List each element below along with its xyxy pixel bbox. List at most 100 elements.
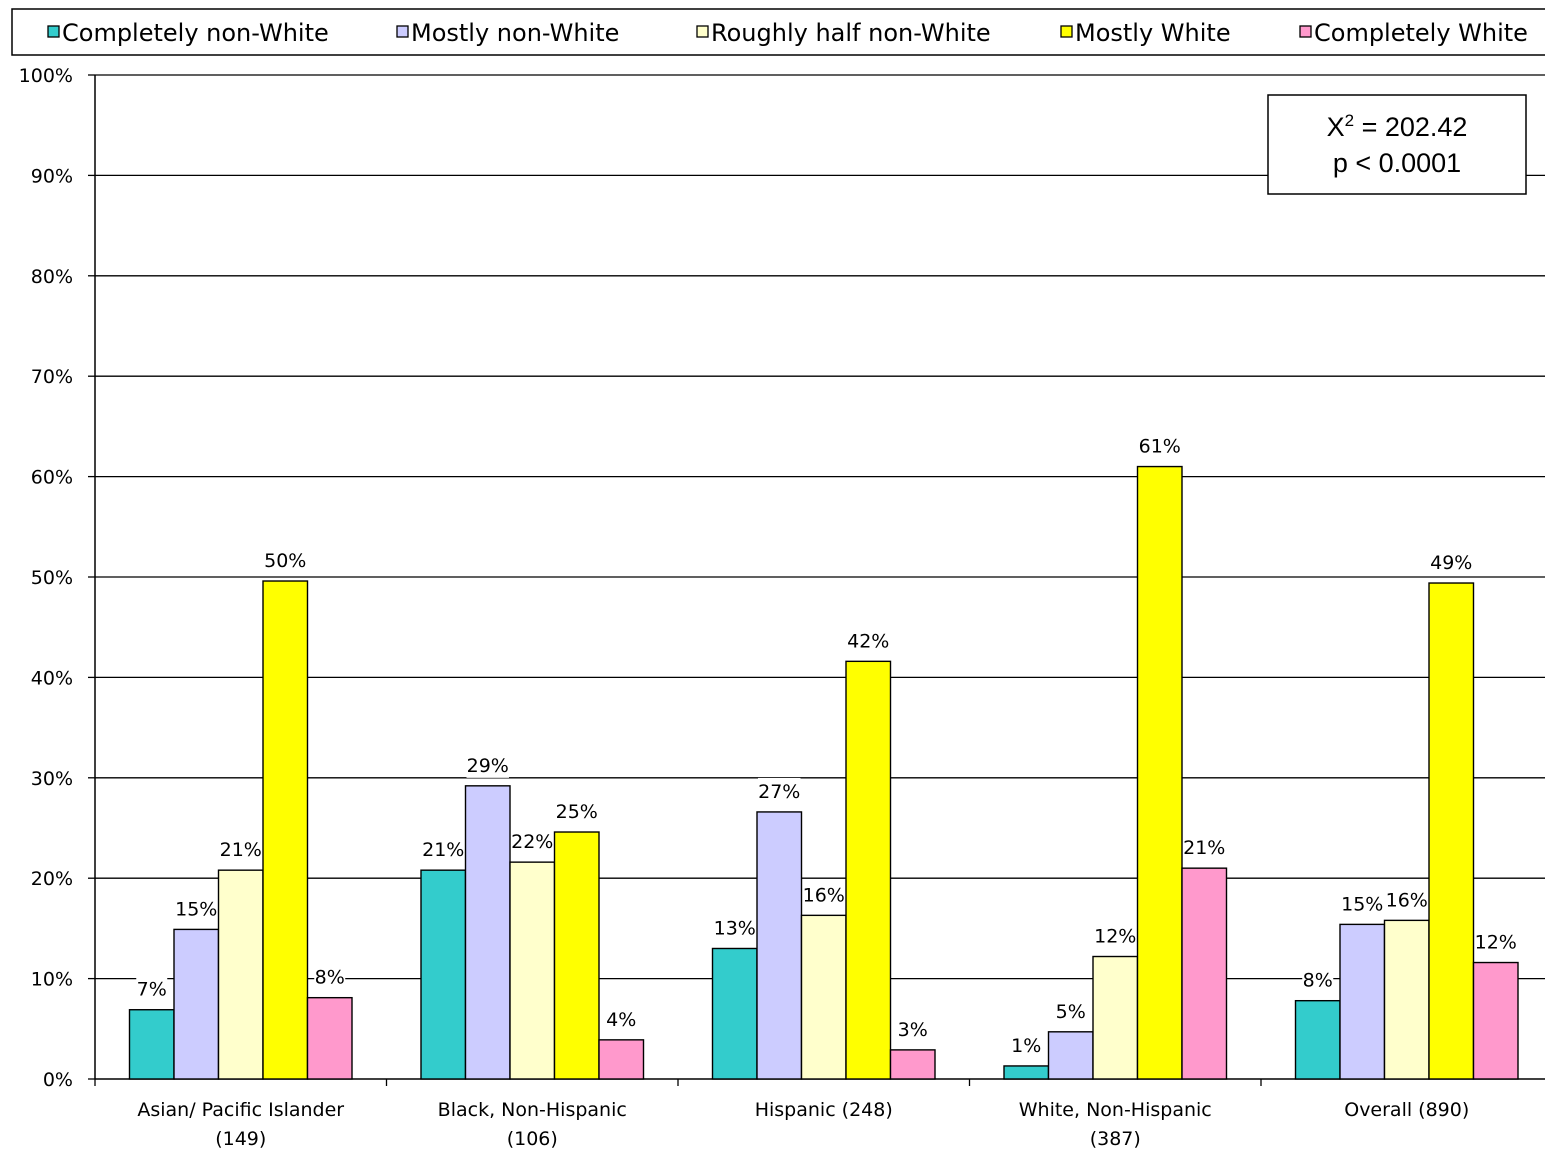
bar xyxy=(509,861,556,1080)
x-tick-label-line: Asian/ Pacific Islander xyxy=(137,1099,344,1121)
y-tick-label: 30% xyxy=(31,768,73,790)
bar xyxy=(217,869,264,1080)
y-tick-label: 50% xyxy=(31,567,73,589)
bar xyxy=(464,785,511,1080)
y-tick-label: 40% xyxy=(31,667,73,689)
x-tick-label-line: Hispanic (248) xyxy=(755,1099,893,1121)
y-tick-label: 70% xyxy=(31,366,73,388)
data-label-background xyxy=(1385,886,1428,913)
bar xyxy=(756,811,803,1080)
data-labels: 7% 21% 13% 1% 8% 15% 29% 27% 5% 15% 21% 22% 16% 12% 16… xyxy=(136,432,1517,1058)
legend-entry: Completely White xyxy=(1314,19,1528,47)
data-label: 21% xyxy=(422,839,464,861)
bar xyxy=(1294,999,1341,1080)
x-tick-label: Overall (890) xyxy=(1344,1099,1469,1121)
data-label: 42% xyxy=(847,630,889,652)
data-label: 12% xyxy=(1475,932,1517,954)
y-tick-label: 10% xyxy=(31,969,73,991)
data-label-background xyxy=(511,828,554,855)
bar xyxy=(845,660,892,1080)
x-tick-label-line: (387) xyxy=(1090,1128,1141,1150)
data-label-background xyxy=(1055,997,1087,1024)
bar xyxy=(711,947,758,1080)
data-label-background xyxy=(1341,890,1384,917)
chi-square-annotation: X2 = 202.42 p < 0.0001 xyxy=(1267,94,1527,195)
data-label: 15% xyxy=(1341,893,1383,915)
data-label-background xyxy=(422,836,465,863)
legend-box xyxy=(11,8,1545,56)
bar xyxy=(1181,867,1228,1080)
bar xyxy=(173,928,220,1080)
data-label-background xyxy=(1430,549,1473,576)
x-tick-label-line: (149) xyxy=(215,1128,266,1150)
legend-swatch xyxy=(696,25,709,38)
y-tick-label: 20% xyxy=(31,868,73,890)
data-label-background xyxy=(1094,922,1137,949)
chi-square-superscript: 2 xyxy=(1345,111,1354,130)
data-label: 8% xyxy=(315,967,345,989)
data-label-background xyxy=(1138,432,1181,459)
legend-swatch xyxy=(1060,25,1073,38)
chi-square-line: X2 = 202.42 xyxy=(1327,111,1468,142)
bar xyxy=(598,1039,645,1080)
y-tick-label: 60% xyxy=(31,467,73,489)
data-label-background xyxy=(897,1015,929,1042)
data-label: 22% xyxy=(511,831,553,853)
data-label-background xyxy=(758,777,801,804)
data-label: 15% xyxy=(175,898,217,920)
y-tick-label: 90% xyxy=(31,165,73,187)
x-tick-label-line: (106) xyxy=(507,1128,558,1150)
data-label-background xyxy=(466,751,509,778)
data-label: 16% xyxy=(803,884,845,906)
data-label: 1% xyxy=(1011,1035,1041,1057)
data-label-background xyxy=(605,1005,637,1032)
legend: Completely non-White Mostly non-White Roug… xyxy=(11,8,1545,56)
bar xyxy=(1472,961,1519,1080)
x-tick-label: Hispanic (248) xyxy=(755,1099,893,1121)
data-label-background xyxy=(136,975,168,1002)
x-tick-label-line: Black, Non-Hispanic xyxy=(438,1099,627,1121)
data-label-background xyxy=(802,881,845,908)
data-label-background xyxy=(1183,834,1226,861)
bar xyxy=(1383,919,1430,1080)
data-label-background xyxy=(1302,966,1334,993)
axes: 0% 10% 20% 30% 40% 50% 60% 70% 80% 90% 100% Asian/ … xyxy=(19,65,1545,1150)
data-label: 7% xyxy=(137,979,167,1001)
data-label-background xyxy=(555,798,598,825)
y-tick-label: 0% xyxy=(43,1069,73,1091)
legend-entry: Completely non-White xyxy=(62,19,329,47)
x-tick-label-line: Overall (890) xyxy=(1344,1099,1469,1121)
legend-swatch xyxy=(396,25,409,38)
y-tick-label: 80% xyxy=(31,266,73,288)
y-tick-label: 100% xyxy=(19,65,73,87)
bar xyxy=(1003,1065,1050,1080)
data-label-background xyxy=(847,627,890,654)
bar xyxy=(1047,1031,1094,1080)
data-label: 29% xyxy=(467,755,509,777)
data-label: 16% xyxy=(1386,889,1428,911)
data-label: 21% xyxy=(220,839,262,861)
data-label: 27% xyxy=(758,781,800,803)
data-label: 50% xyxy=(264,550,306,572)
p-value-line: p < 0.0001 xyxy=(1333,148,1461,178)
data-label-background xyxy=(1474,928,1517,955)
data-label: 13% xyxy=(714,917,756,939)
bar xyxy=(420,869,467,1080)
x-tick-label: Asian/ Pacific Islander (149) xyxy=(137,1099,344,1150)
legend-entry: Mostly non-White xyxy=(411,19,619,47)
x-tick-label: White, Non-Hispanic (387) xyxy=(1019,1099,1212,1150)
chi-square-value: = 202.42 xyxy=(1354,112,1467,142)
legend-entry: Roughly half non-White xyxy=(711,19,991,47)
legend-swatch xyxy=(47,25,60,38)
legend-entry: Mostly White xyxy=(1075,19,1231,47)
data-label-background xyxy=(713,914,756,941)
data-label: 5% xyxy=(1056,1001,1086,1023)
data-label: 4% xyxy=(606,1009,636,1031)
bar xyxy=(553,831,600,1080)
data-label: 12% xyxy=(1094,926,1136,948)
data-label-background xyxy=(1010,1031,1042,1058)
data-label-background xyxy=(314,963,346,990)
bar xyxy=(1428,582,1475,1080)
data-label: 49% xyxy=(1430,552,1472,574)
